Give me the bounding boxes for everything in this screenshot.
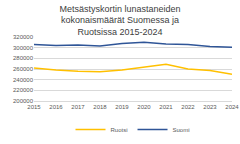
svg-text:260000: 260000 bbox=[13, 66, 34, 72]
svg-text:280000: 280000 bbox=[13, 55, 34, 61]
svg-text:Metsästyskortin lunastaneidenk: Metsästyskortin lunastaneidenkokonaismää… bbox=[59, 4, 180, 37]
svg-text:2018: 2018 bbox=[93, 104, 107, 110]
svg-text:2022: 2022 bbox=[181, 104, 195, 110]
svg-text:Suomi: Suomi bbox=[173, 127, 190, 133]
svg-text:300000: 300000 bbox=[13, 45, 34, 51]
svg-text:2023: 2023 bbox=[203, 104, 217, 110]
svg-text:2020: 2020 bbox=[137, 104, 151, 110]
svg-text:2019: 2019 bbox=[115, 104, 129, 110]
svg-text:2017: 2017 bbox=[71, 104, 85, 110]
svg-text:320000: 320000 bbox=[13, 34, 34, 40]
svg-text:Ruotsi: Ruotsi bbox=[111, 127, 128, 133]
svg-text:240000: 240000 bbox=[13, 77, 34, 83]
svg-text:2021: 2021 bbox=[159, 104, 173, 110]
svg-text:2024: 2024 bbox=[225, 104, 239, 110]
svg-text:200000: 200000 bbox=[13, 98, 34, 104]
svg-text:2016: 2016 bbox=[49, 104, 63, 110]
svg-text:220000: 220000 bbox=[13, 87, 34, 93]
svg-text:2015: 2015 bbox=[27, 104, 41, 110]
